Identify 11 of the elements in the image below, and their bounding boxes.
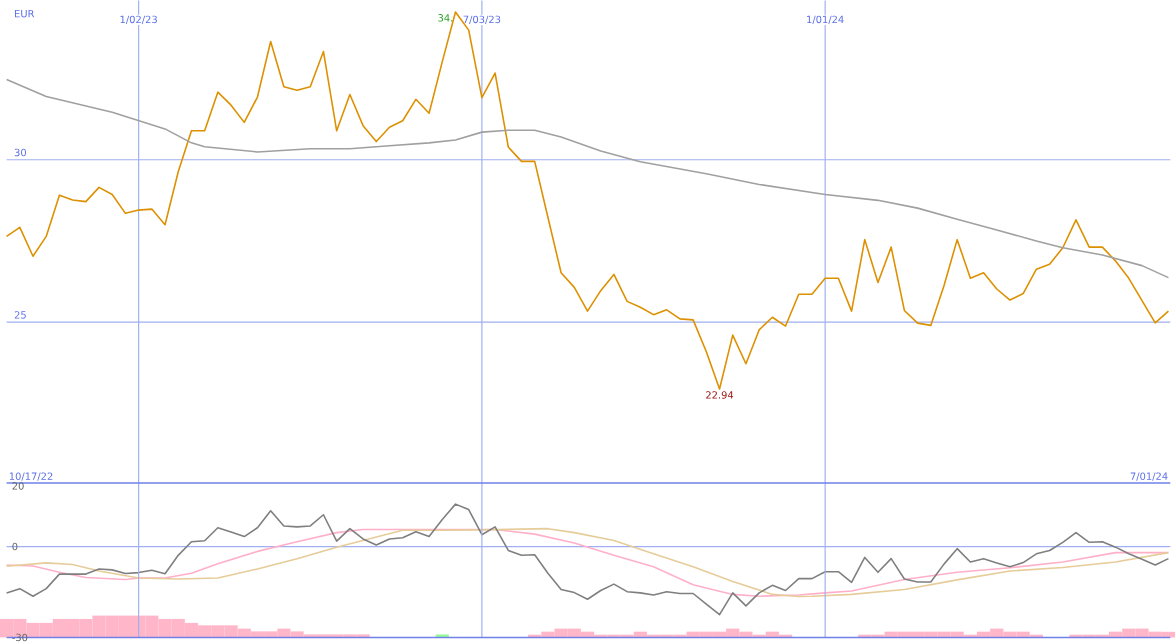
annotation: 10/17/22 [9,472,53,481]
x-tick-label: 7/03/23 [463,15,501,24]
y-tick-label: 20 [12,482,24,490]
annotation: 22.94 [706,391,734,399]
x-tick-label: 1/01/24 [807,15,844,24]
annotation: 34. [438,13,453,22]
annotation: 7/01/24 [1130,472,1168,481]
y-tick-label: 30 [14,148,27,157]
x-tick-label: 1/02/23 [120,15,157,24]
y-axis-title: EUR [15,9,35,18]
y-tick-label: 25 [14,310,26,319]
